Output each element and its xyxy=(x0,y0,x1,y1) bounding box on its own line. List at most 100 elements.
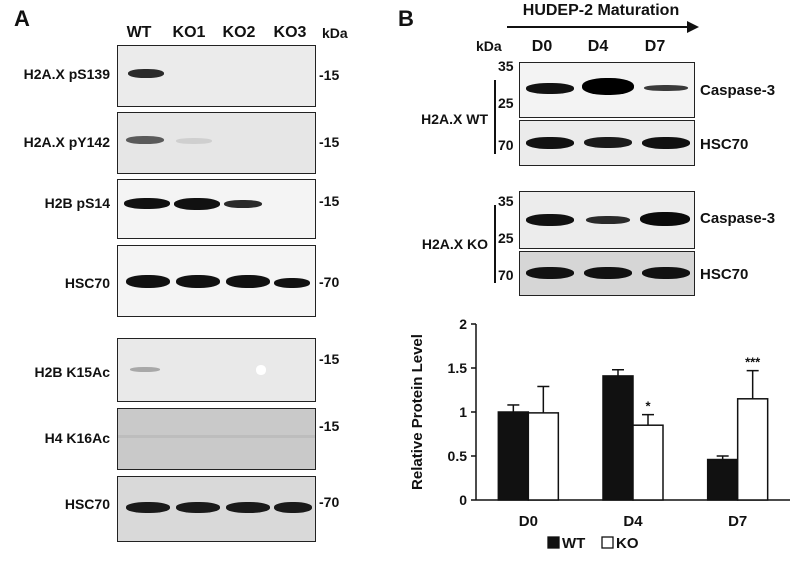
band-ko1 xyxy=(176,275,220,288)
band-ko1 xyxy=(176,502,220,513)
blot-hsc70-wt xyxy=(519,120,695,166)
group-label-h2ax-ko: H2A.X KO xyxy=(421,236,488,252)
blot-hsc70-ko xyxy=(519,251,695,296)
band-wt xyxy=(128,69,164,78)
band-wt xyxy=(126,275,170,288)
panel-b-letter: B xyxy=(398,6,414,31)
band-ko2 xyxy=(226,502,270,513)
band-d7 xyxy=(644,85,688,91)
band-d4 xyxy=(584,267,632,279)
blot-spot xyxy=(256,365,266,375)
panel-a-letter: A xyxy=(14,6,30,31)
marker-15: -15 xyxy=(319,134,340,150)
blot-caspase3-ko xyxy=(519,191,695,249)
y-tick-label: 0 xyxy=(459,492,467,508)
marker-70: -70 xyxy=(319,274,340,290)
marker-70: 70 xyxy=(498,267,514,283)
band-ko3 xyxy=(274,502,312,513)
y-tick-label: 2 xyxy=(459,316,467,332)
lane-label-wt: WT xyxy=(126,24,152,41)
marker-15: -15 xyxy=(319,418,340,434)
band-wt xyxy=(130,367,160,372)
blot-h2ax-ps139 xyxy=(117,45,316,107)
band-faint xyxy=(118,435,315,438)
y-tick-label: 0.5 xyxy=(448,448,468,464)
group-label-h2ax-wt: H2A.X WT xyxy=(421,111,488,127)
bar-wt-d0 xyxy=(497,411,530,501)
maturation-title: HUDEP-2 Maturation xyxy=(522,2,680,19)
maturation-arrow xyxy=(507,21,699,33)
marker-35: 35 xyxy=(498,58,514,74)
band-wt xyxy=(126,136,164,144)
band-d0 xyxy=(526,83,574,94)
protein-label-hsc70: HSC70 xyxy=(700,266,749,283)
y-axis-label: Relative Protein Level xyxy=(409,334,426,490)
y-tick-label: 1 xyxy=(459,404,467,420)
marker-70: 70 xyxy=(498,137,514,153)
blot-label-h2ax-ps139: H2A.X pS139 xyxy=(23,66,110,82)
band-d4 xyxy=(584,137,632,148)
blot-h4-k16ac xyxy=(117,408,316,470)
marker-15: -15 xyxy=(319,351,340,367)
blot-hsc70-2 xyxy=(117,476,316,542)
blot-label-hsc70: HSC70 xyxy=(64,275,110,291)
group-bracket xyxy=(494,80,496,154)
band-ko3 xyxy=(274,278,310,288)
band-d0 xyxy=(526,267,574,279)
legend-label-wt: WT xyxy=(562,535,585,552)
band-ko2 xyxy=(224,200,262,208)
bar-ko-d7 xyxy=(736,398,769,501)
blot-label-h2b-k15ac: H2B K15Ac xyxy=(34,364,110,380)
marker-70: -70 xyxy=(319,494,340,510)
x-tick-label: D7 xyxy=(728,513,747,530)
x-tick-label: D0 xyxy=(519,513,538,530)
blot-h2b-ps14 xyxy=(117,179,316,239)
lane-label-ko3: KO3 xyxy=(273,24,307,41)
blot-label-h2b-ps14: H2B pS14 xyxy=(44,195,110,211)
band-d4 xyxy=(586,216,630,224)
protein-label-caspase3: Caspase-3 xyxy=(700,82,776,99)
blot-caspase3-wt xyxy=(519,62,695,118)
blot-label-hsc70-2: HSC70 xyxy=(64,496,110,512)
x-tick-label: D4 xyxy=(623,513,643,530)
band-d0 xyxy=(526,137,574,149)
bar-wt-d7 xyxy=(706,458,739,501)
band-d7 xyxy=(640,212,690,226)
band-d7 xyxy=(642,137,690,149)
band-ko2 xyxy=(226,275,270,288)
blot-hsc70 xyxy=(117,245,316,317)
marker-25: 25 xyxy=(498,95,514,111)
lane-label-d0: D0 xyxy=(531,38,553,55)
lane-label-d4: D4 xyxy=(587,38,609,55)
band-ko1 xyxy=(174,198,220,210)
lane-label-ko2: KO2 xyxy=(222,24,256,41)
bar-ko-d4 xyxy=(632,424,664,501)
legend-swatch-wt xyxy=(547,536,560,549)
lane-label-d7: D7 xyxy=(644,38,666,55)
blot-h2b-k15ac xyxy=(117,338,316,402)
protein-label-hsc70: HSC70 xyxy=(700,136,749,153)
marker-15: -15 xyxy=(319,193,340,209)
y-tick-label: 1.5 xyxy=(448,360,468,376)
significance-marker: *** xyxy=(745,355,761,370)
legend-label-ko: KO xyxy=(616,535,639,552)
band-d4 xyxy=(582,78,634,95)
band-wt xyxy=(124,198,170,209)
blot-label-h2ax-py142: H2A.X pY142 xyxy=(23,134,110,150)
kda-label-a: kDa xyxy=(322,25,348,41)
group-bracket xyxy=(494,205,496,283)
band-d7 xyxy=(642,267,690,279)
band-ko1 xyxy=(176,138,212,144)
marker-25: 25 xyxy=(498,230,514,246)
legend-swatch-ko xyxy=(601,536,614,549)
blot-h2ax-py142 xyxy=(117,112,316,174)
protein-label-caspase3: Caspase-3 xyxy=(700,210,776,227)
lane-label-ko1: KO1 xyxy=(172,24,206,41)
marker-15: -15 xyxy=(319,67,340,83)
bar-wt-d4 xyxy=(602,375,634,501)
significance-marker: * xyxy=(645,399,651,414)
blot-label-h4-k16ac: H4 K16Ac xyxy=(44,430,110,446)
band-d0 xyxy=(526,214,574,226)
marker-35: 35 xyxy=(498,193,514,209)
kda-label-b: kDa xyxy=(476,38,502,54)
